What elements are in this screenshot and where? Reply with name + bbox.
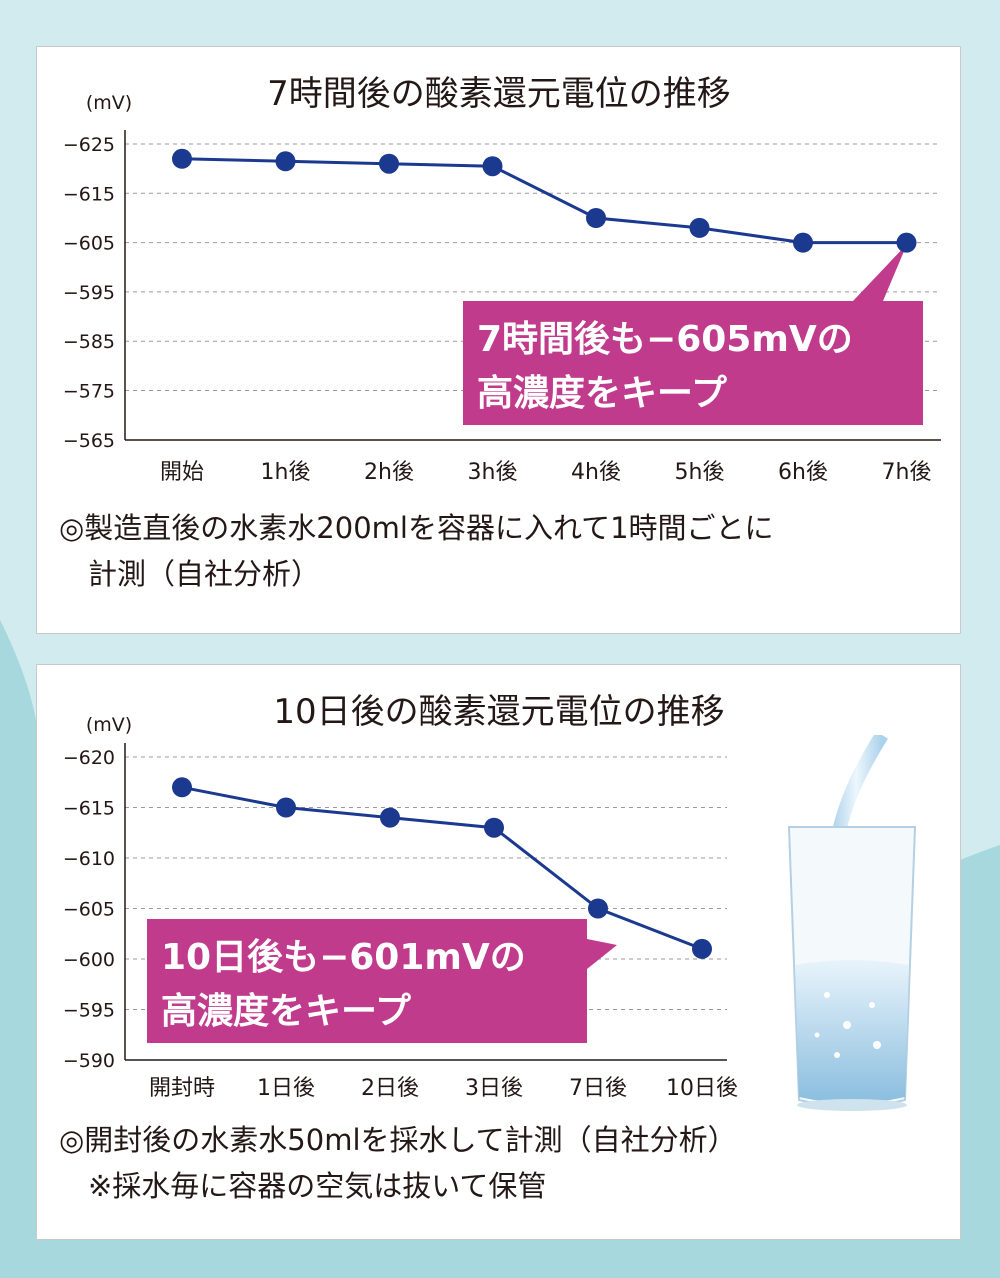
y-axis-unit: (mV) bbox=[86, 714, 132, 736]
callout-line-1: 7時間後も−605mVの bbox=[477, 319, 853, 360]
callout-line-2: 高濃度をキープ bbox=[477, 373, 727, 414]
y-tick-label: −610 bbox=[63, 848, 115, 870]
y-tick-label: −625 bbox=[63, 134, 115, 156]
x-tick-label: 3日後 bbox=[465, 1076, 523, 1101]
note-line-1: ◎開封後の水素水50mlを採水して計測（自社分析） bbox=[59, 1123, 737, 1157]
data-point bbox=[172, 777, 192, 798]
series-line bbox=[181, 785, 703, 951]
chart-panel-7h: 7時間後の酸素還元電位の推移 (mV) −625 −615 −605 −595 −585… bbox=[36, 46, 961, 634]
x-tick-label: 開始 bbox=[160, 460, 204, 485]
note-line-2: 計測（自社分析） bbox=[59, 557, 321, 591]
data-point bbox=[380, 807, 400, 828]
y-tick-label: −615 bbox=[63, 183, 115, 205]
y-tick-label: −595 bbox=[63, 282, 115, 304]
y-tick-label: −620 bbox=[63, 747, 115, 769]
note-line-1: ◎製造直後の水素水200mlを容器に入れて1時間ごとに bbox=[59, 511, 774, 545]
y-tick-label: −605 bbox=[63, 233, 115, 255]
y-tick-label: −615 bbox=[63, 798, 115, 820]
x-tick-label: 6h後 bbox=[778, 460, 828, 485]
callout-shape bbox=[147, 919, 617, 1043]
callout-shape bbox=[463, 244, 923, 425]
x-tick-label: 2日後 bbox=[361, 1076, 419, 1101]
data-point bbox=[275, 151, 296, 172]
y-tick-label: −585 bbox=[63, 331, 115, 353]
measurement-note: ◎開封後の水素水50mlを採水して計測（自社分析） ※採水毎に容器の空気は抜いて… bbox=[59, 1117, 737, 1209]
y-tick-label: −595 bbox=[63, 1000, 115, 1022]
data-point bbox=[379, 153, 399, 174]
x-tick-label: 7日後 bbox=[569, 1076, 627, 1101]
data-point bbox=[276, 797, 296, 818]
data-point bbox=[588, 898, 608, 919]
y-axis-unit: (mV) bbox=[86, 92, 132, 114]
x-tick-label: 10日後 bbox=[666, 1076, 738, 1101]
data-point bbox=[482, 156, 503, 177]
x-tick-label: 4h後 bbox=[571, 460, 621, 485]
x-tick-label: 2h後 bbox=[364, 460, 414, 485]
x-tick-label: 開封時 bbox=[149, 1076, 215, 1101]
callout-line-2: 高濃度をキープ bbox=[161, 991, 411, 1032]
x-tick-label: 1h後 bbox=[261, 460, 311, 485]
note-line-2: ※採水毎に容器の空気は抜いて保管 bbox=[59, 1169, 547, 1203]
x-tick-label: 3h後 bbox=[468, 460, 518, 485]
data-point bbox=[172, 148, 192, 169]
y-tick-label: −605 bbox=[63, 899, 115, 921]
x-tick-label: 1日後 bbox=[257, 1076, 315, 1101]
y-tick-label: −565 bbox=[63, 430, 115, 452]
water-glass-image bbox=[787, 735, 917, 1111]
data-point bbox=[793, 232, 813, 253]
chart-panel-10d: 10日後の酸素還元電位の推移 (mV) −620 −615 −610 −605 −600… bbox=[36, 664, 961, 1240]
data-point bbox=[484, 817, 504, 838]
y-tick-label: −590 bbox=[63, 1050, 115, 1072]
chart-title: 10日後の酸素還元電位の推移 bbox=[273, 692, 724, 732]
chart-title: 7時間後の酸素還元電位の推移 bbox=[267, 74, 731, 114]
x-tick-label: 5h後 bbox=[675, 460, 725, 485]
measurement-note: ◎製造直後の水素水200mlを容器に入れて1時間ごとに 計測（自社分析） bbox=[59, 505, 774, 597]
series-line bbox=[181, 157, 907, 245]
chart-7h: 7時間後の酸素還元電位の推移 (mV) −625 −615 −605 −595 −585… bbox=[63, 74, 941, 485]
callout-line-1: 10日後も−601mVの bbox=[161, 937, 526, 978]
data-point bbox=[586, 208, 606, 228]
y-tick-label: −575 bbox=[63, 381, 115, 403]
y-tick-label: −600 bbox=[63, 949, 115, 971]
data-point bbox=[896, 232, 917, 253]
x-tick-label: 7h後 bbox=[882, 460, 932, 485]
data-point bbox=[689, 217, 710, 238]
data-point bbox=[692, 938, 712, 959]
chart-10d: 10日後の酸素還元電位の推移 (mV) −620 −615 −610 −605 −600… bbox=[63, 692, 738, 1101]
